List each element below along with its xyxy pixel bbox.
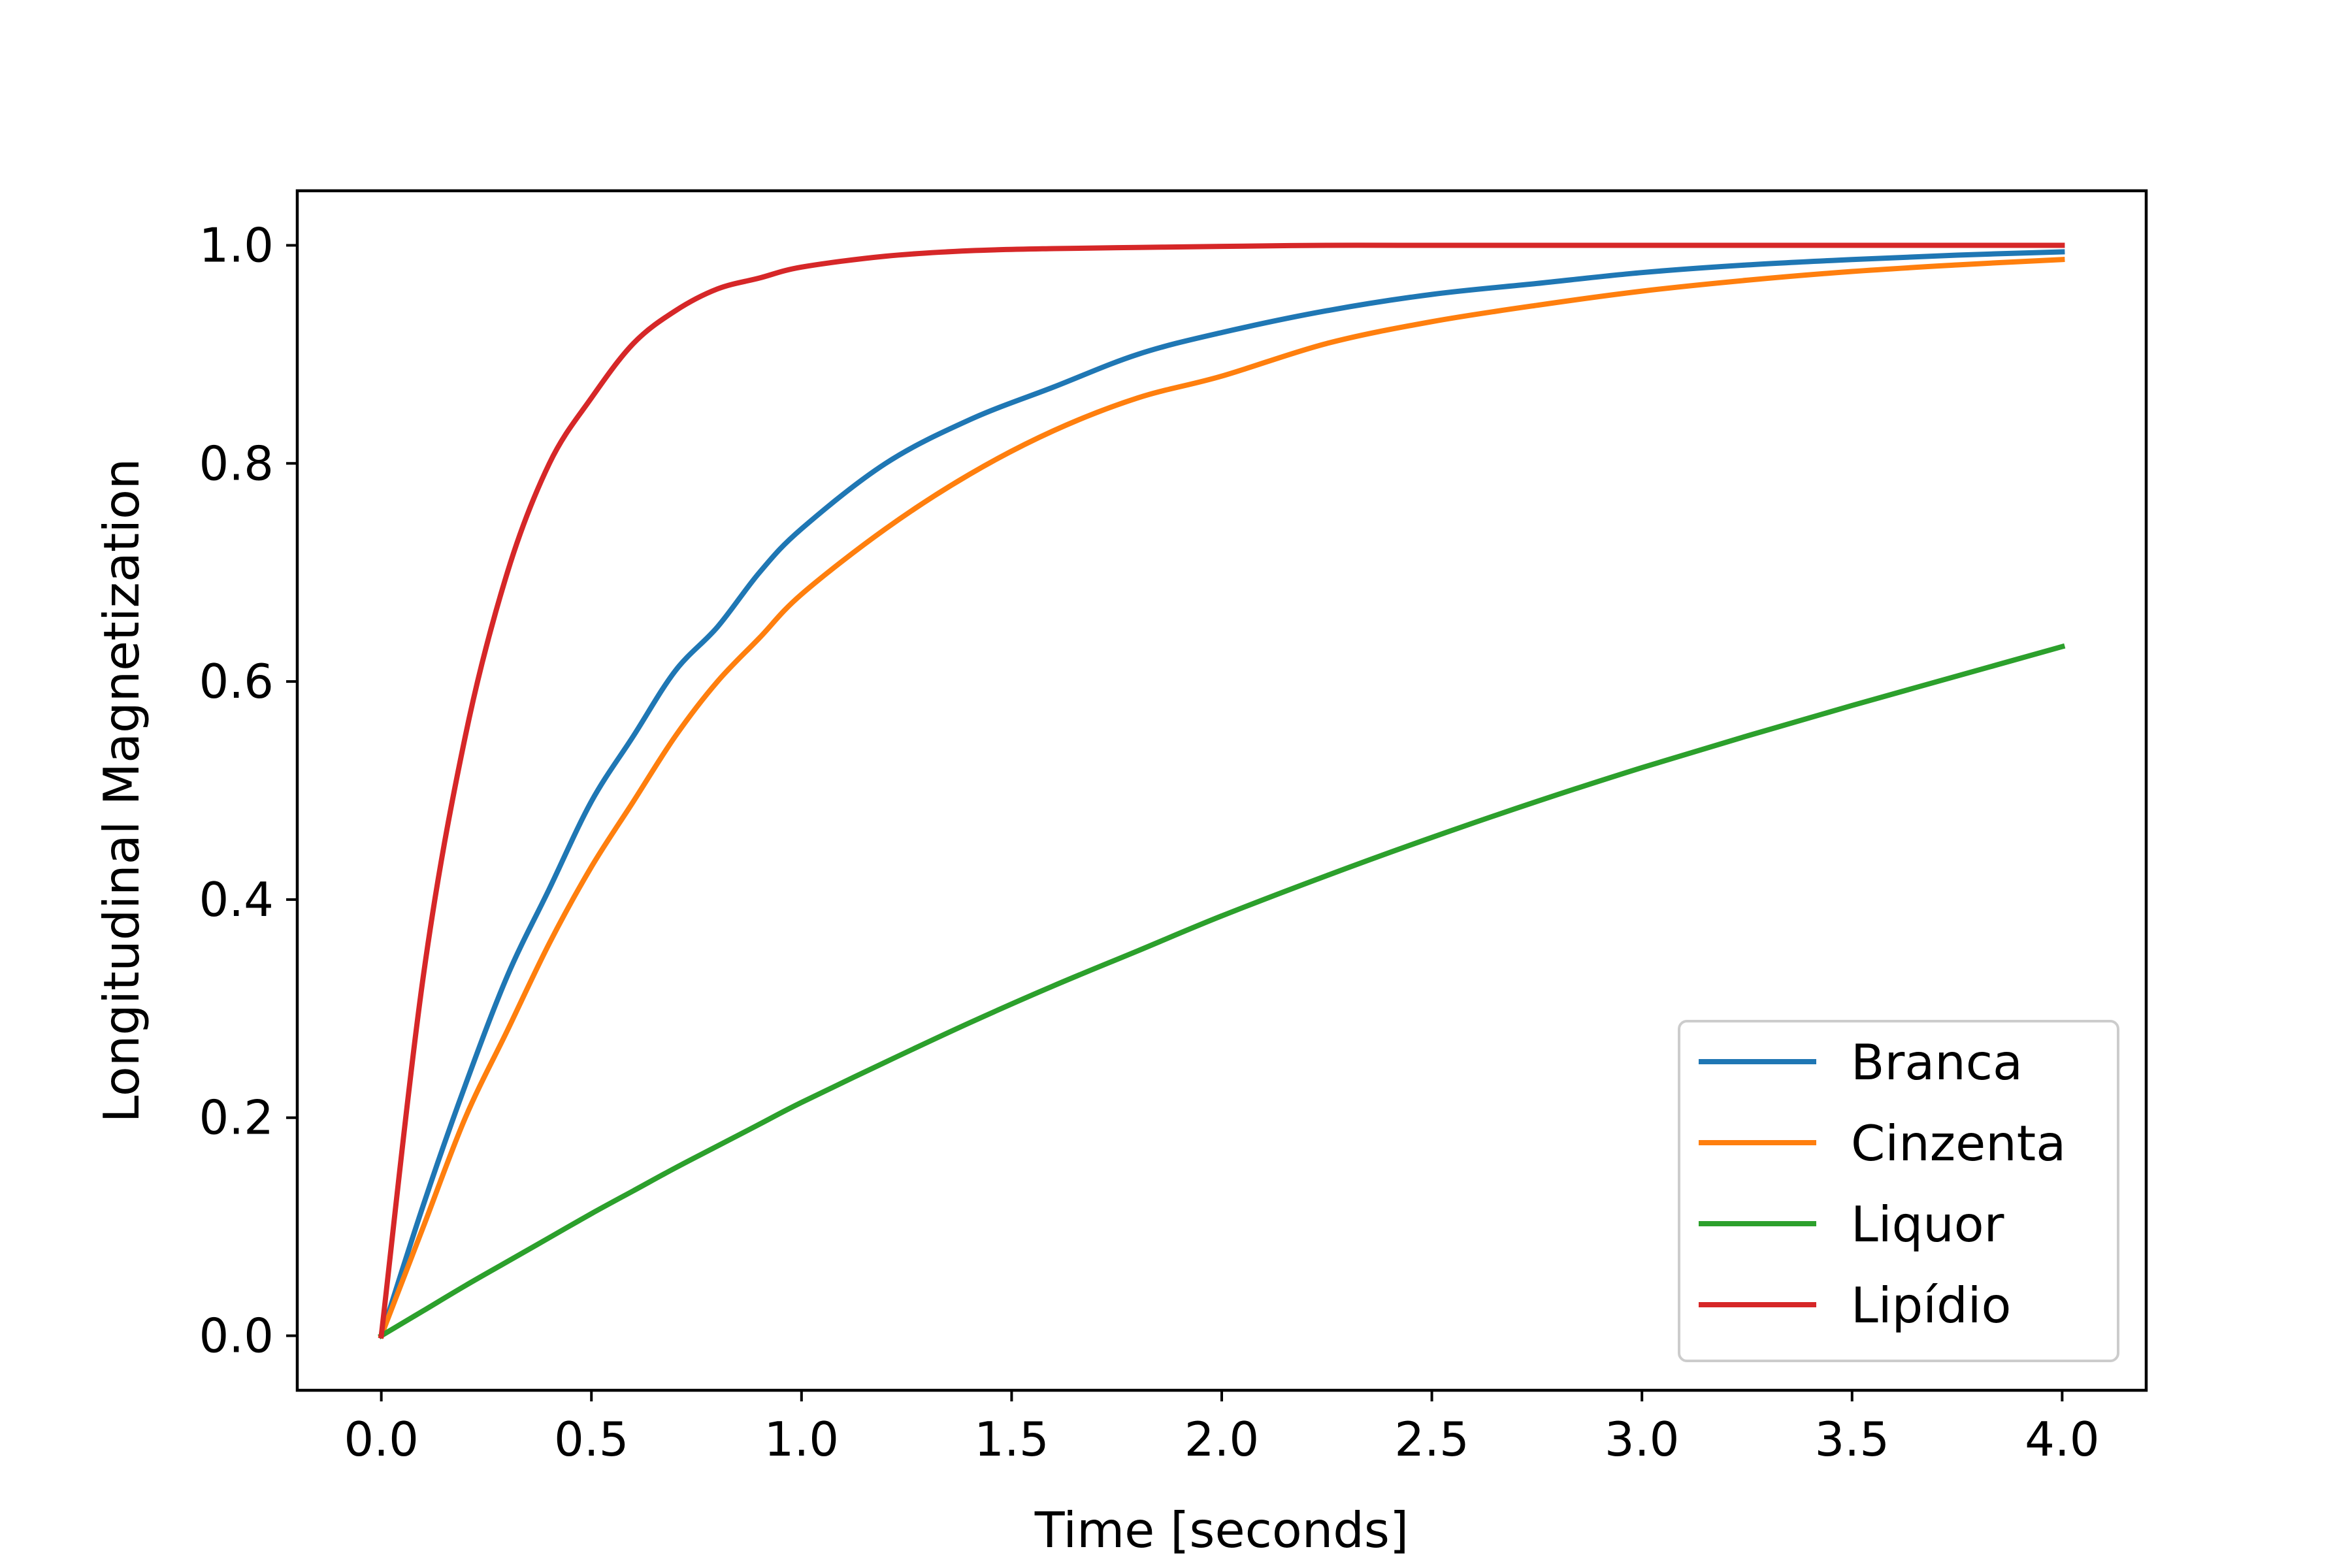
y-tick-label: 0.0 xyxy=(199,1309,274,1364)
series-line-cinzenta xyxy=(378,257,2065,1339)
legend: Branca Cinzenta Liquor Lipídio xyxy=(1678,1020,2119,1362)
legend-label-lipidio: Lipídio xyxy=(1851,1277,2011,1334)
series-line-branca xyxy=(378,249,2065,1339)
plot-lines xyxy=(378,242,2066,1339)
y-tick-label: 0.2 xyxy=(199,1090,274,1145)
y-tick-label: 0.8 xyxy=(199,436,274,491)
y-tick-label: 1.0 xyxy=(199,218,274,272)
x-tick-label: 1.0 xyxy=(764,1412,840,1467)
legend-frame xyxy=(1678,1020,2119,1362)
legend-label-branca: Branca xyxy=(1851,1034,2023,1091)
x-tick-label: 4.0 xyxy=(2025,1412,2100,1467)
x-tick-label: 2.5 xyxy=(1394,1412,1469,1467)
x-tick-label: 2.0 xyxy=(1184,1412,1260,1467)
legend-label-liquor: Liquor xyxy=(1851,1196,2004,1253)
x-tick-label: 0.5 xyxy=(554,1412,629,1467)
legend-entries: Branca Cinzenta Liquor Lipídio xyxy=(1699,1034,2066,1334)
y-axis-ticks: 0.0 0.2 0.4 0.6 0.8 1.0 xyxy=(199,218,297,1364)
x-axis-ticks: 0.0 0.5 1.0 1.5 2.0 2.5 3.0 3.5 4.0 xyxy=(344,1390,2100,1467)
x-tick-label: 0.0 xyxy=(344,1412,419,1467)
x-axis-label: Time [seconds] xyxy=(1034,1501,1409,1559)
series-line-lipidio xyxy=(378,242,2065,1339)
y-tick-label: 0.4 xyxy=(199,872,274,927)
x-tick-label: 3.5 xyxy=(1815,1412,1890,1467)
series-line-liquor xyxy=(378,643,2066,1339)
y-tick-label: 0.6 xyxy=(199,654,274,709)
legend-label-cinzenta: Cinzenta xyxy=(1851,1115,2066,1172)
x-tick-label: 3.0 xyxy=(1605,1412,1680,1467)
x-tick-label: 1.5 xyxy=(974,1412,1049,1467)
y-axis-label: Longitudinal Magnetization xyxy=(93,458,150,1122)
